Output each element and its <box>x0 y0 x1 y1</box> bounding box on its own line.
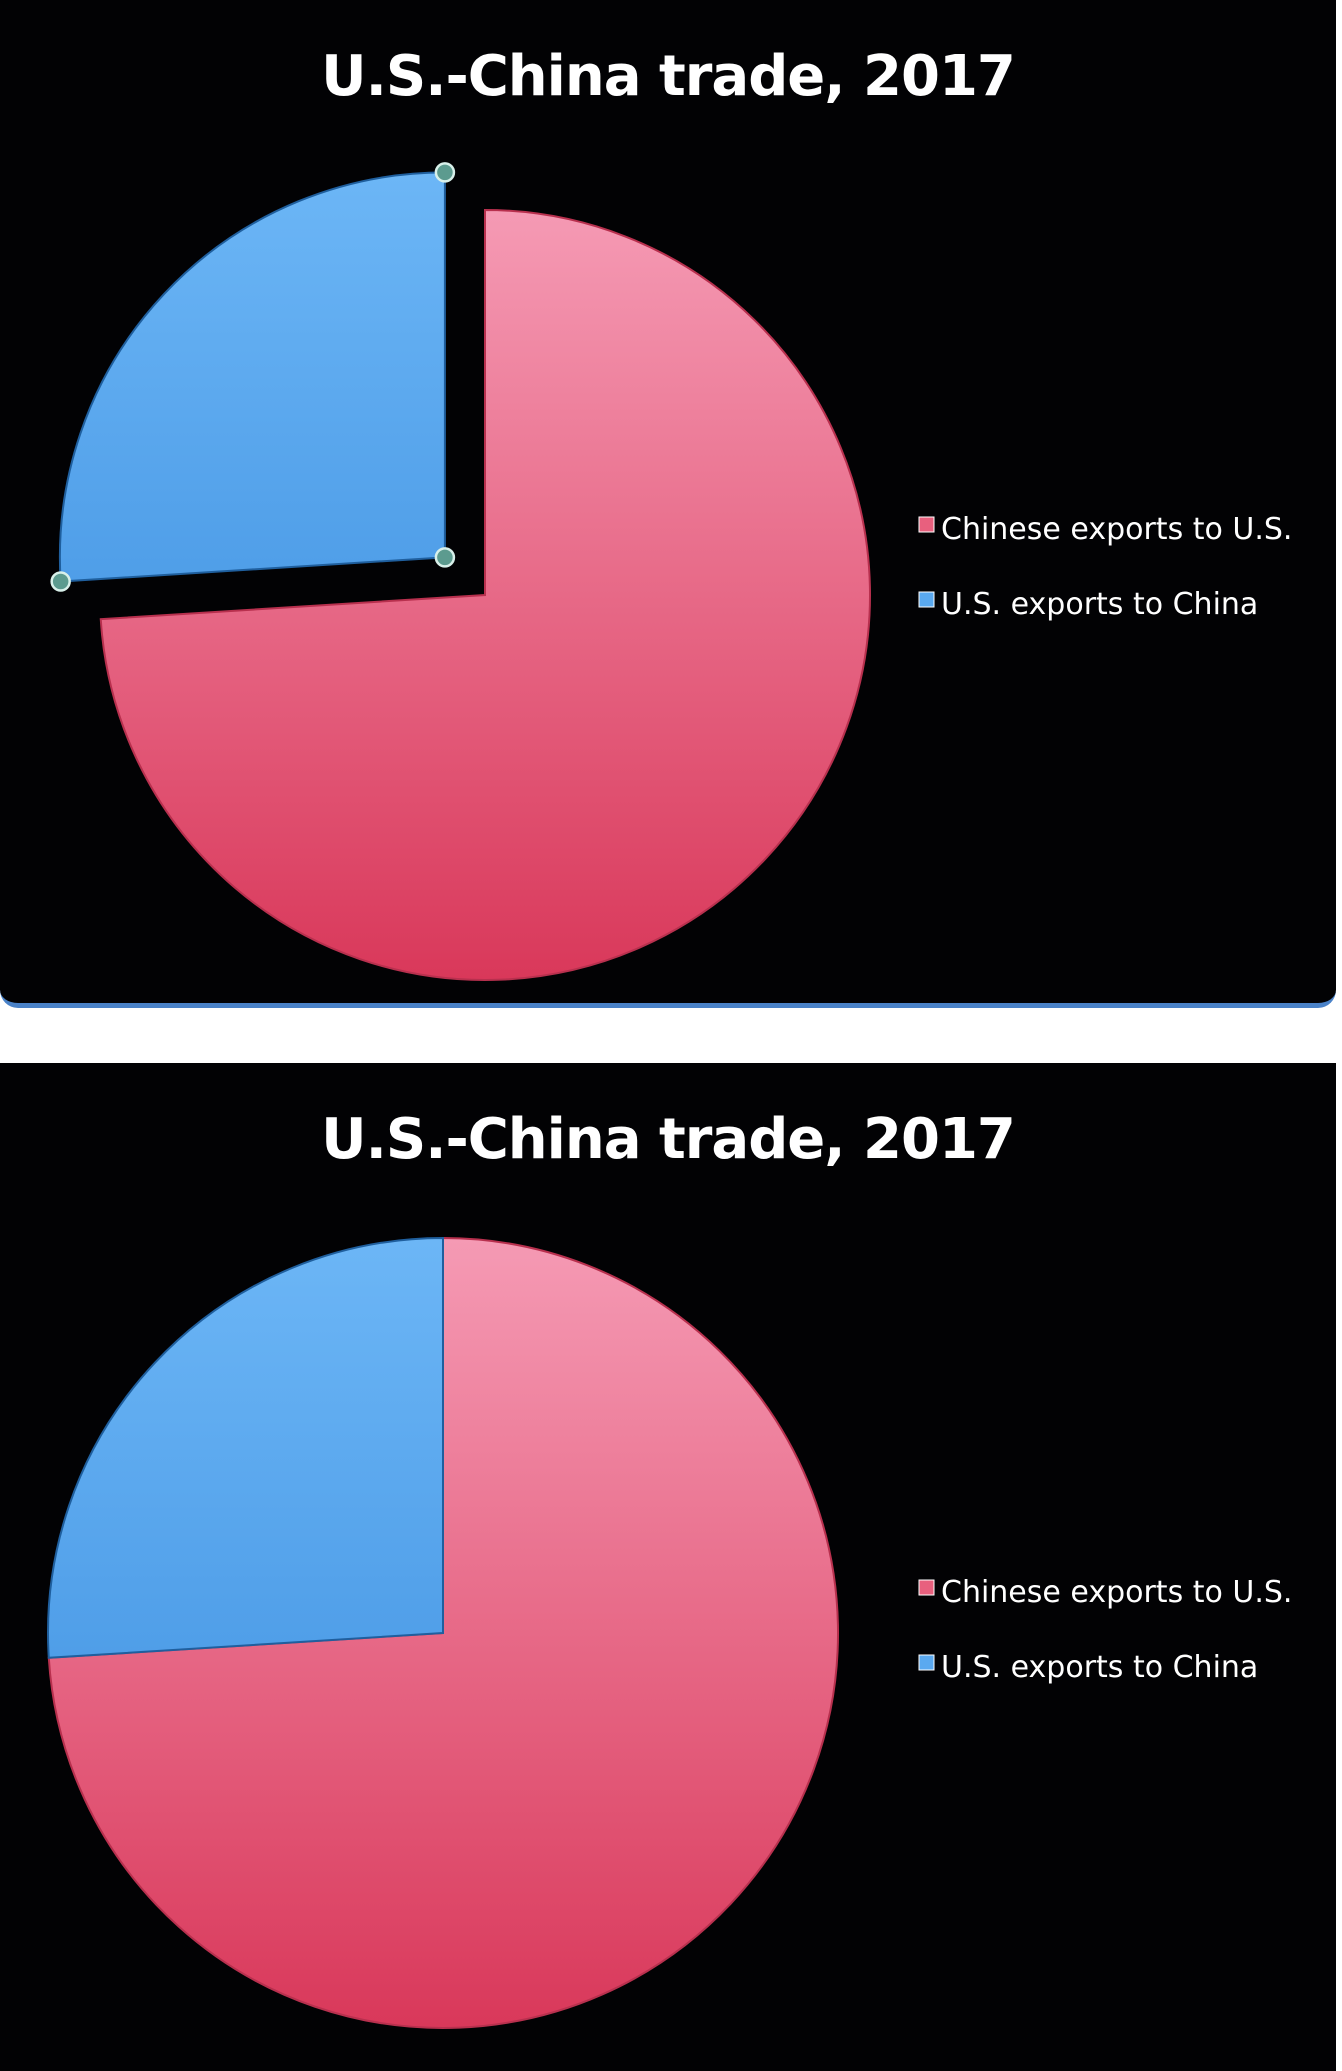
legend: Chinese exports to U.S. U.S. exports to … <box>918 1575 1292 1685</box>
selection-handle[interactable] <box>434 547 456 568</box>
selection-handles <box>50 162 456 592</box>
pie-chart-plain: U.S.-China trade, 2017 Chinese exports t… <box>47 1107 1292 2029</box>
legend: Chinese exports to U.S. U.S. exports to … <box>918 512 1292 622</box>
legend-label-chinese-exports: Chinese exports to U.S. <box>941 1575 1292 1610</box>
chart-title: U.S.-China trade, 2017 <box>321 1107 1015 1172</box>
pie-chart-exploded: U.S.-China trade, 2017 Chinese exports t… <box>50 44 1292 981</box>
slice-us-exports[interactable] <box>58 171 446 583</box>
pie-slices <box>58 171 871 981</box>
pie-slices <box>47 1236 839 2029</box>
chart-panel-plain: U.S.-China trade, 2017 Chinese exports t… <box>0 1063 1336 2071</box>
legend-label-us-exports: U.S. exports to China <box>941 1650 1258 1685</box>
legend-swatch-us-exports <box>918 1654 935 1671</box>
slice-us-exports[interactable] <box>47 1236 444 1659</box>
legend-label-chinese-exports: Chinese exports to U.S. <box>941 512 1292 547</box>
slice-chinese-exports[interactable] <box>99 208 871 981</box>
chart-panel-exploded: U.S.-China trade, 2017 Chinese exports t… <box>0 0 1336 1008</box>
legend-swatch-chinese-exports <box>918 1579 935 1596</box>
legend-label-us-exports: U.S. exports to China <box>941 587 1258 622</box>
selection-handle[interactable] <box>50 571 71 592</box>
legend-swatch-chinese-exports <box>918 516 935 533</box>
selection-handle[interactable] <box>434 162 456 183</box>
chart-title: U.S.-China trade, 2017 <box>321 44 1015 109</box>
legend-swatch-us-exports <box>918 591 935 608</box>
